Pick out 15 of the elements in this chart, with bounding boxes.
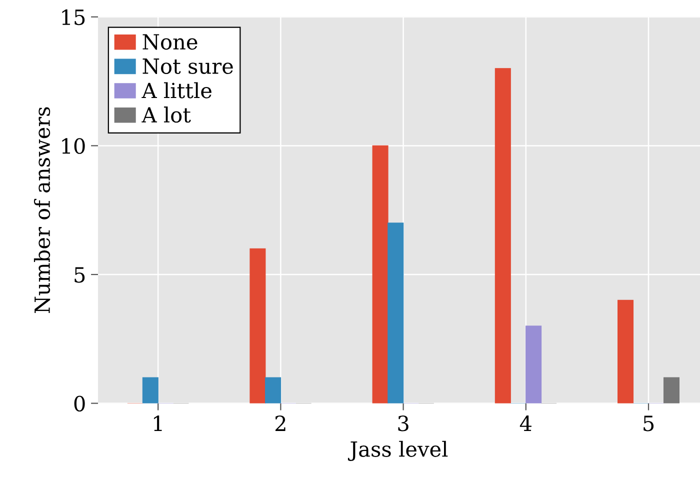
- x-tick-label: 3: [398, 415, 408, 432]
- x-tick-label: 2: [275, 415, 286, 431]
- x-tick-label: 4: [520, 415, 532, 431]
- legend-label: A little: [142, 82, 212, 98]
- y-tick-label: 10: [62, 138, 85, 154]
- y-tick-label: 15: [62, 9, 85, 26]
- legend-label: Not sure: [142, 58, 233, 74]
- y-tick-label: 0: [74, 396, 85, 412]
- legend-label: None: [142, 34, 198, 50]
- y-axis-title: Number of answers: [34, 107, 50, 314]
- x-tick-label: 1: [154, 415, 162, 431]
- x-axis-title: Jass level: [348, 440, 448, 461]
- legend-label: A lot: [142, 106, 191, 123]
- x-tick-label: 5: [644, 416, 654, 432]
- y-tick-label: 5: [74, 267, 85, 283]
